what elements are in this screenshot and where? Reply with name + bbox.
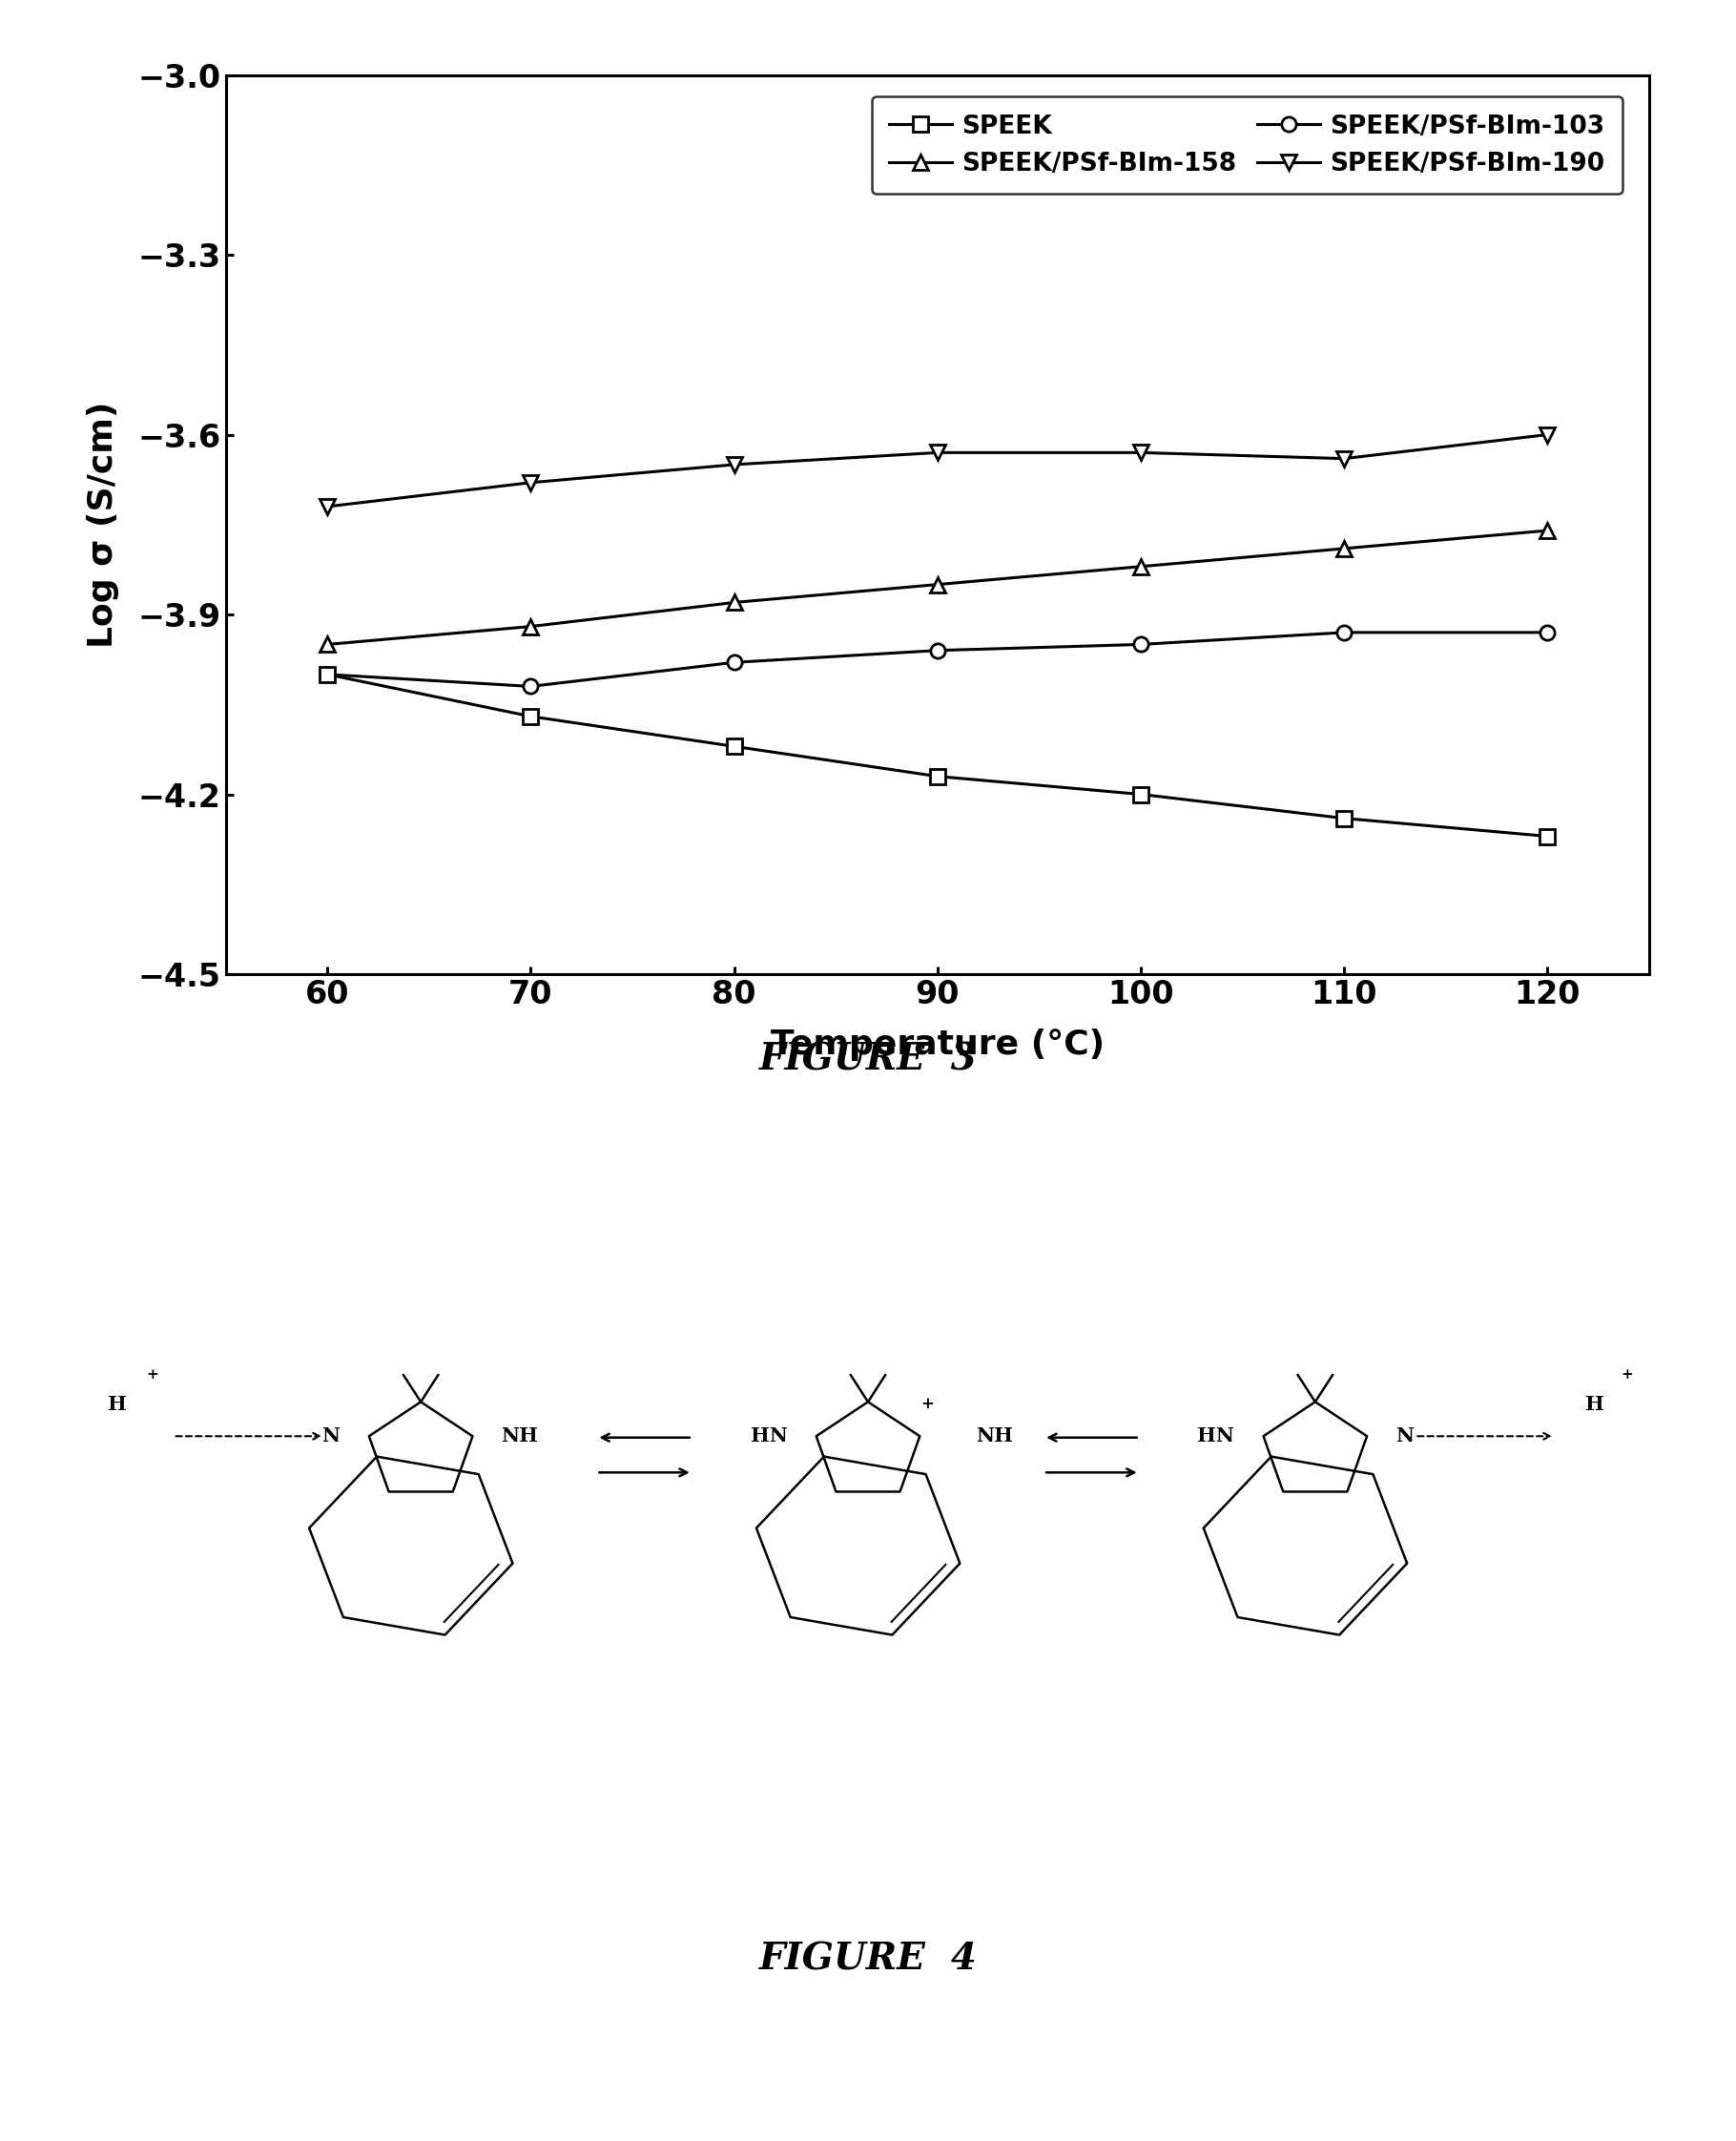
SPEEK: [1130, 781, 1151, 807]
SPEEK/PSf-BIm-103: [724, 649, 745, 674]
Line: SPEEK/PSf-BIm-190: SPEEK/PSf-BIm-190: [319, 428, 1555, 514]
SPEEK/PSf-BIm-103: [927, 638, 948, 664]
Line: SPEEK/PSf-BIm-103: SPEEK/PSf-BIm-103: [319, 625, 1555, 694]
Text: HN: HN: [1198, 1426, 1234, 1445]
SPEEK/PSf-BIm-190: [1536, 422, 1557, 447]
Y-axis label: Log σ (S/cm): Log σ (S/cm): [87, 400, 120, 649]
SPEEK/PSf-BIm-190: [1130, 439, 1151, 465]
Legend: SPEEK, SPEEK/PSf-BIm-158, SPEEK/PSf-BIm-103, SPEEK/PSf-BIm-190: SPEEK, SPEEK/PSf-BIm-158, SPEEK/PSf-BIm-…: [871, 96, 1623, 195]
Line: SPEEK: SPEEK: [319, 668, 1555, 844]
SPEEK/PSf-BIm-190: [521, 469, 542, 495]
Text: NH: NH: [502, 1426, 538, 1445]
SPEEK: [927, 764, 948, 790]
Text: +: +: [1620, 1368, 1634, 1381]
Text: +: +: [146, 1368, 158, 1381]
Text: HN: HN: [750, 1426, 788, 1445]
SPEEK/PSf-BIm-103: [1130, 632, 1151, 657]
SPEEK/PSf-BIm-158: [1333, 535, 1354, 561]
Text: N: N: [321, 1426, 340, 1445]
SPEEK/PSf-BIm-158: [927, 572, 948, 597]
SPEEK/PSf-BIm-103: [1333, 619, 1354, 644]
Text: FIGURE  4: FIGURE 4: [759, 1942, 977, 1976]
Text: FIGURE  3: FIGURE 3: [759, 1043, 977, 1077]
SPEEK/PSf-BIm-158: [724, 589, 745, 614]
Text: N: N: [1396, 1426, 1415, 1445]
SPEEK/PSf-BIm-190: [927, 439, 948, 465]
Text: H: H: [108, 1394, 127, 1413]
SPEEK/PSf-BIm-158: [521, 614, 542, 640]
Line: SPEEK/PSf-BIm-158: SPEEK/PSf-BIm-158: [319, 522, 1555, 651]
SPEEK/PSf-BIm-103: [521, 674, 542, 700]
Text: +: +: [922, 1396, 934, 1413]
SPEEK/PSf-BIm-103: [1536, 619, 1557, 644]
SPEEK/PSf-BIm-190: [318, 495, 339, 520]
SPEEK: [1536, 824, 1557, 850]
SPEEK/PSf-BIm-158: [1536, 518, 1557, 544]
Text: H: H: [1585, 1394, 1604, 1413]
Text: NH: NH: [976, 1426, 1012, 1445]
SPEEK/PSf-BIm-103: [318, 662, 339, 687]
SPEEK/PSf-BIm-190: [1333, 445, 1354, 471]
SPEEK: [724, 734, 745, 760]
X-axis label: Temperature (°C): Temperature (°C): [771, 1030, 1104, 1062]
SPEEK: [521, 704, 542, 730]
SPEEK: [1333, 805, 1354, 831]
SPEEK/PSf-BIm-158: [1130, 555, 1151, 580]
SPEEK/PSf-BIm-190: [724, 452, 745, 477]
SPEEK/PSf-BIm-158: [318, 632, 339, 657]
SPEEK: [318, 662, 339, 687]
